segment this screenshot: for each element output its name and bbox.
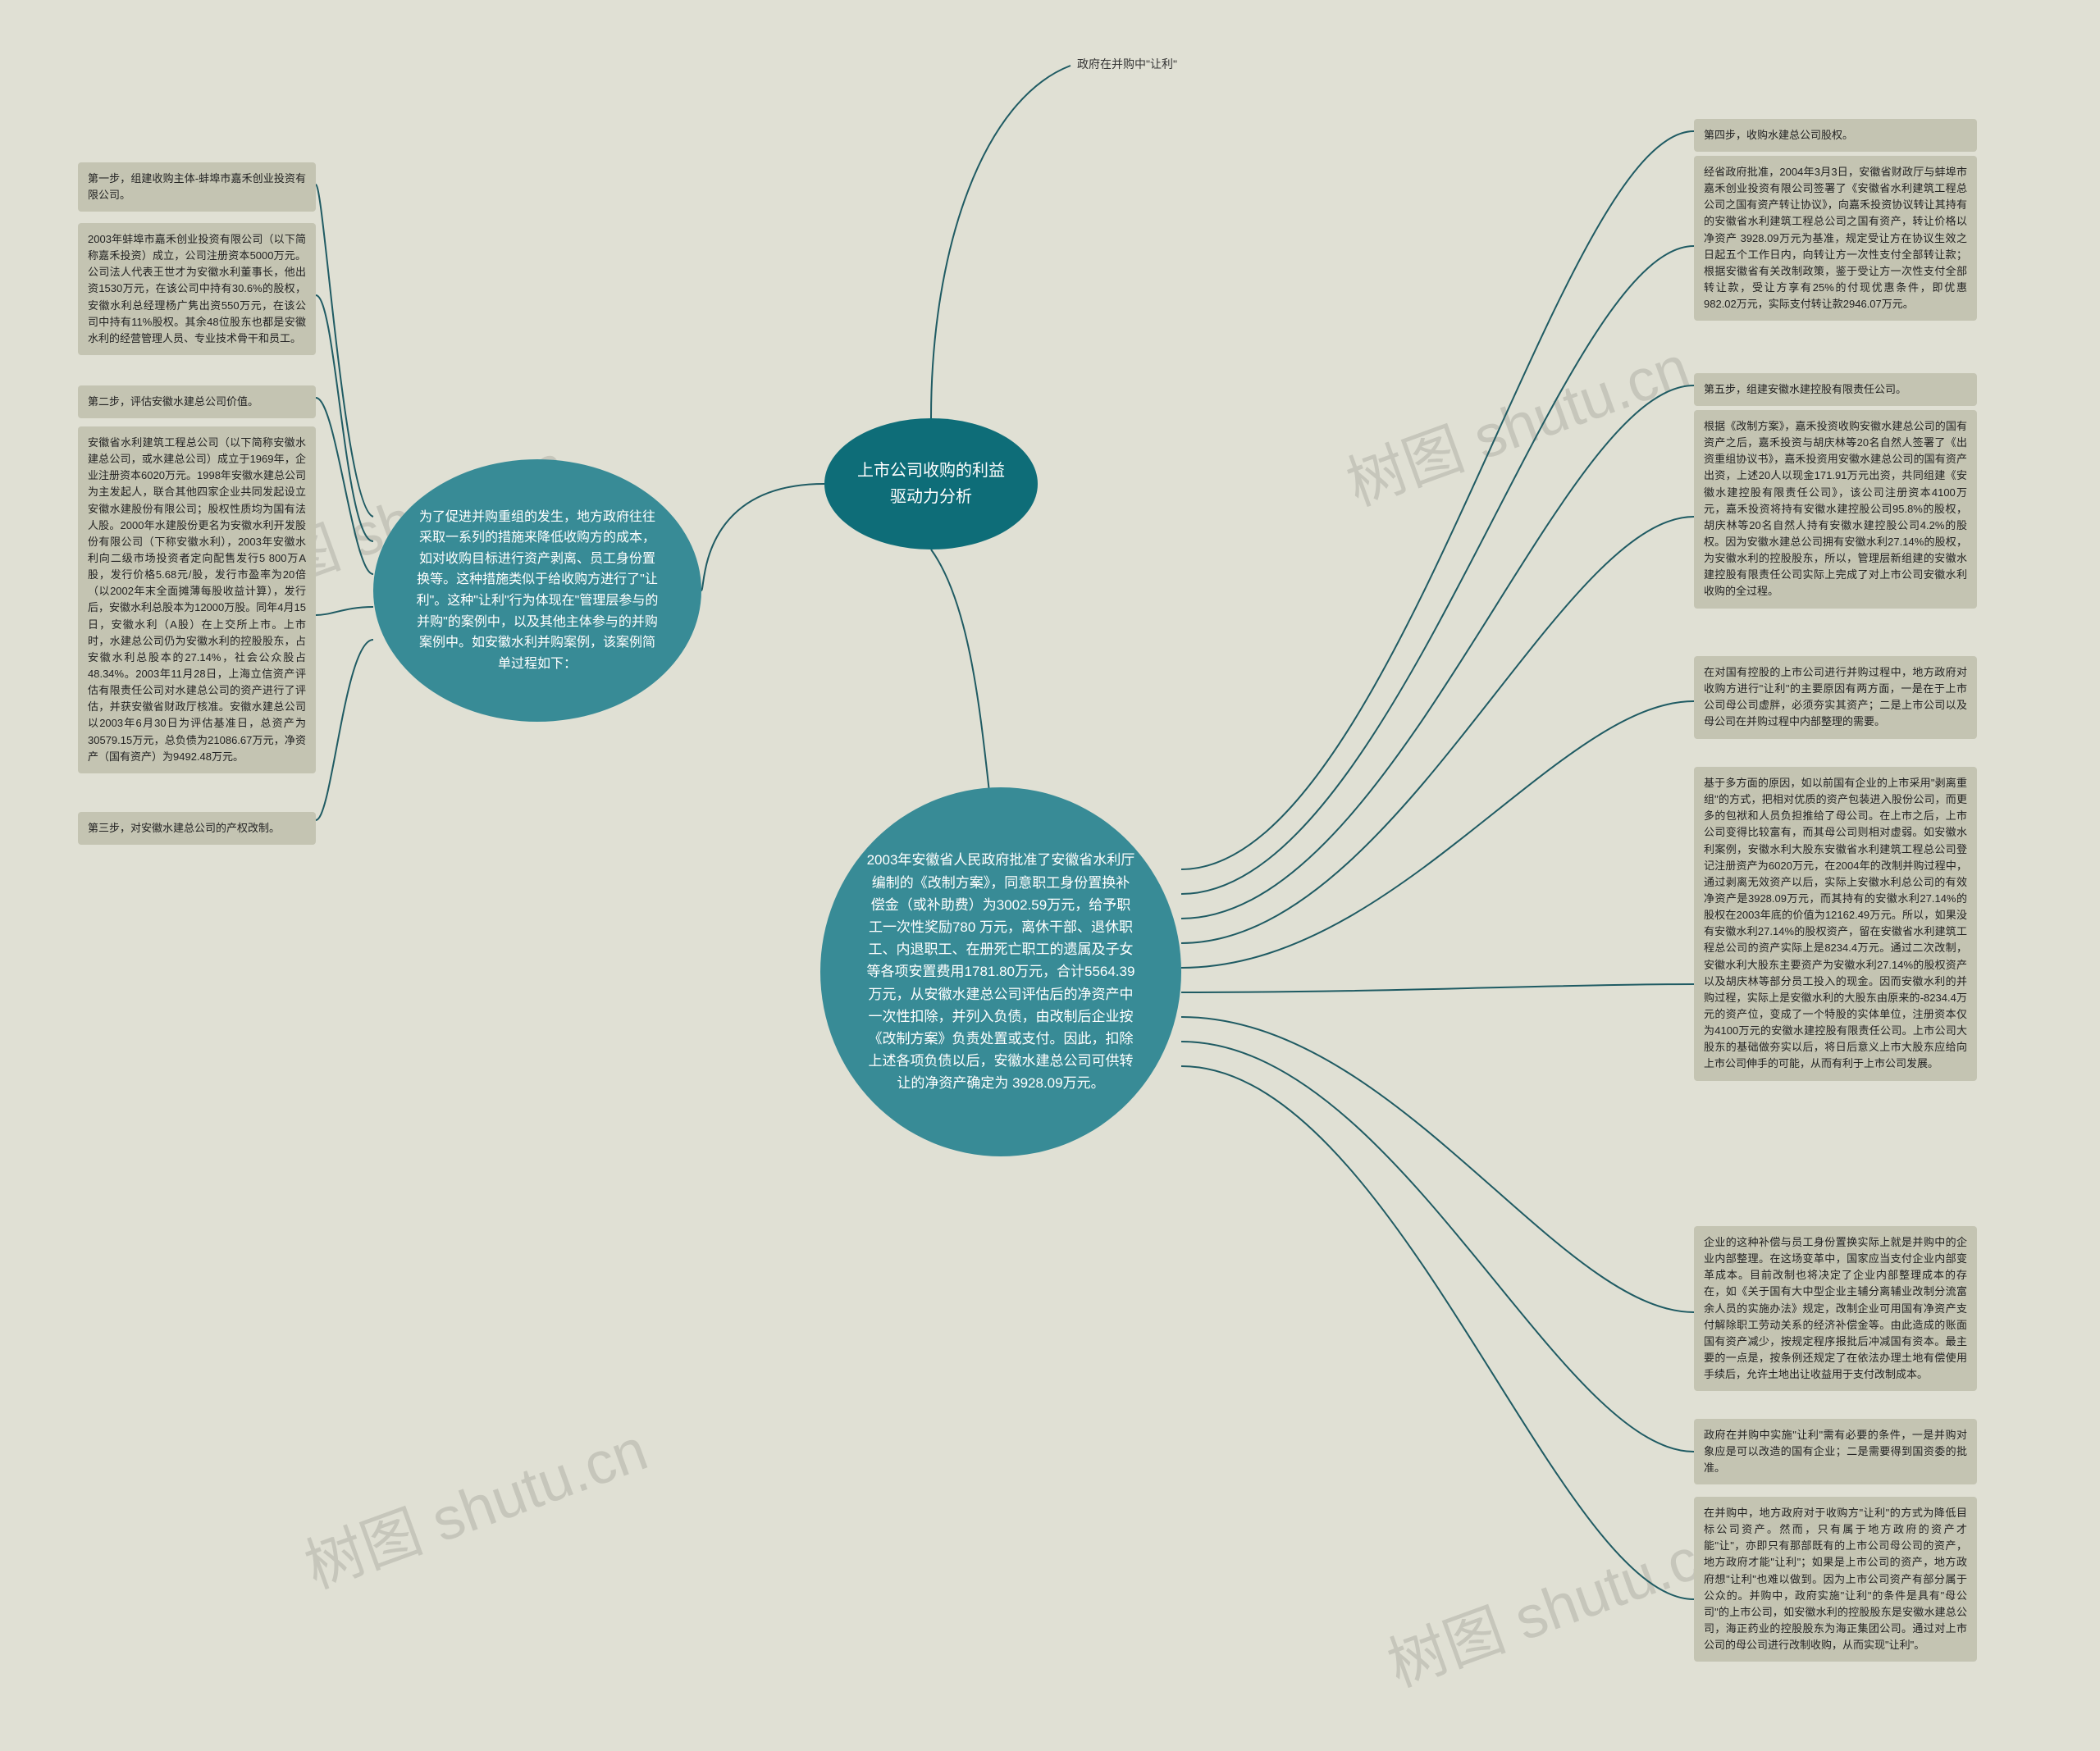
right-parent-node[interactable]: 2003年安徽省人民政府批准了安徽省水利厅编制的《改制方案》，同意职工身份置换补… xyxy=(820,787,1181,1156)
right-box-9[interactable]: 在并购中，地方政府对于收购方"让利"的方式为降低目标公司资产。然而，只有属于地方… xyxy=(1694,1497,1977,1662)
watermark-2: 树图 shutu.cn xyxy=(1333,319,1699,522)
right-box-6[interactable]: 基于多方面的原因，如以前国有企业的上市采用"剥离重组"的方式，把相对优质的资产包… xyxy=(1694,767,1977,1081)
top-branch-label[interactable]: 政府在并购中"让利" xyxy=(1071,52,1184,75)
right-box-2[interactable]: 经省政府批准，2004年3月3日，安徽省财政厅与蚌埠市嘉禾创业投资有限公司签署了… xyxy=(1694,156,1977,321)
right-box-4[interactable]: 根据《改制方案》，嘉禾投资收购安徽水建总公司的国有资产之后，嘉禾投资与胡庆林等2… xyxy=(1694,410,1977,609)
left-box-2[interactable]: 2003年蚌埠市嘉禾创业投资有限公司（以下简称嘉禾投资）成立，公司注册资本500… xyxy=(78,223,316,355)
left-parent-node[interactable]: 为了促进并购重组的发生，地方政府往往采取一系列的措施来降低收购方的成本，如对收购… xyxy=(373,459,701,722)
watermark-3: 树图 shutu.cn xyxy=(291,1402,657,1605)
watermark-4: 树图 shutu.cn xyxy=(1374,1500,1740,1703)
left-box-4[interactable]: 安徽省水利建筑工程总公司（以下简称安徽水建总公司，或水建总公司）成立于1969年… xyxy=(78,426,316,773)
right-box-3[interactable]: 第五步，组建安徽水建控股有限责任公司。 xyxy=(1694,373,1977,406)
right-box-8[interactable]: 政府在并购中实施"让利"需有必要的条件，一是并购对象应是可以改造的国有企业；二是… xyxy=(1694,1419,1977,1484)
right-box-7[interactable]: 企业的这种补偿与员工身份置换实际上就是并购中的企业内部整理。在这场变革中，国家应… xyxy=(1694,1226,1977,1391)
left-box-3[interactable]: 第二步，评估安徽水建总公司价值。 xyxy=(78,385,316,418)
root-node[interactable]: 上市公司收购的利益驱动力分析 xyxy=(824,418,1038,549)
left-box-1[interactable]: 第一步，组建收购主体-蚌埠市嘉禾创业投资有限公司。 xyxy=(78,162,316,212)
left-box-5[interactable]: 第三步，对安徽水建总公司的产权改制。 xyxy=(78,812,316,845)
right-box-5[interactable]: 在对国有控股的上市公司进行并购过程中，地方政府对收购方进行"让利"的主要原因有两… xyxy=(1694,656,1977,739)
right-box-1[interactable]: 第四步，收购水建总公司股权。 xyxy=(1694,119,1977,152)
